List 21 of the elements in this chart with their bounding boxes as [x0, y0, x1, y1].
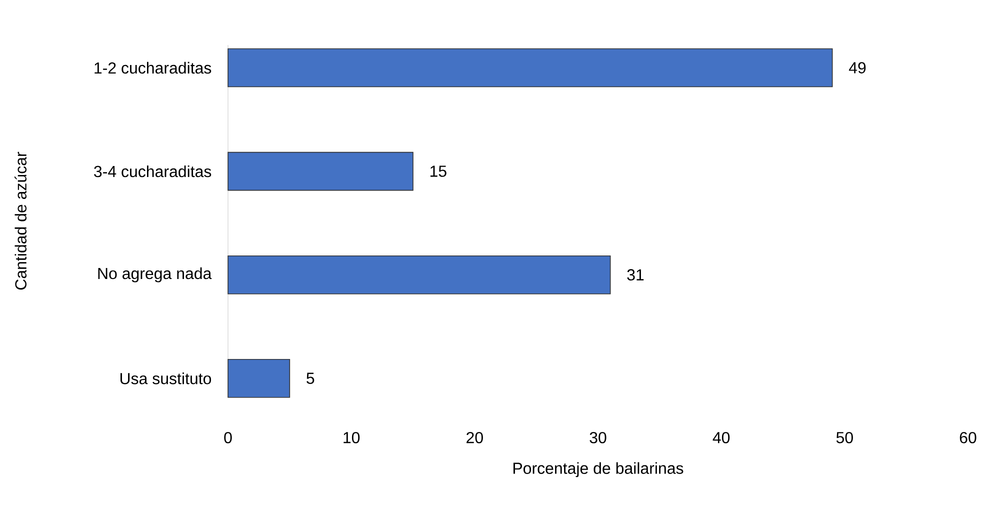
- y-tick-label: 1-2 cucharaditas: [94, 62, 212, 74]
- x-tick-label: 20: [466, 432, 483, 444]
- bar: [228, 358, 290, 398]
- x-tick-label: 30: [590, 432, 606, 444]
- x-tick-label: 0: [224, 432, 232, 444]
- x-axis-title: Porcentaje de bailarinas: [513, 462, 684, 478]
- data-label: 5: [306, 372, 314, 384]
- x-tick-label: 50: [836, 432, 853, 444]
- y-tick-label: No agrega nada: [98, 267, 212, 282]
- x-tick-label: 10: [344, 432, 360, 444]
- y-tick-label: 3-4 cucharaditas: [94, 165, 212, 178]
- bar: [228, 152, 414, 191]
- data-label: 49: [848, 62, 866, 74]
- y-axis-title: Cantidad de azúcar: [14, 152, 27, 290]
- x-tick-label: 40: [712, 432, 730, 444]
- data-label: 15: [430, 166, 446, 177]
- bar: [228, 255, 611, 294]
- bar: [228, 48, 833, 88]
- data-label: 31: [627, 269, 644, 280]
- x-tick-label: 60: [960, 432, 976, 444]
- y-tick-label: Usa sustituto: [120, 372, 212, 384]
